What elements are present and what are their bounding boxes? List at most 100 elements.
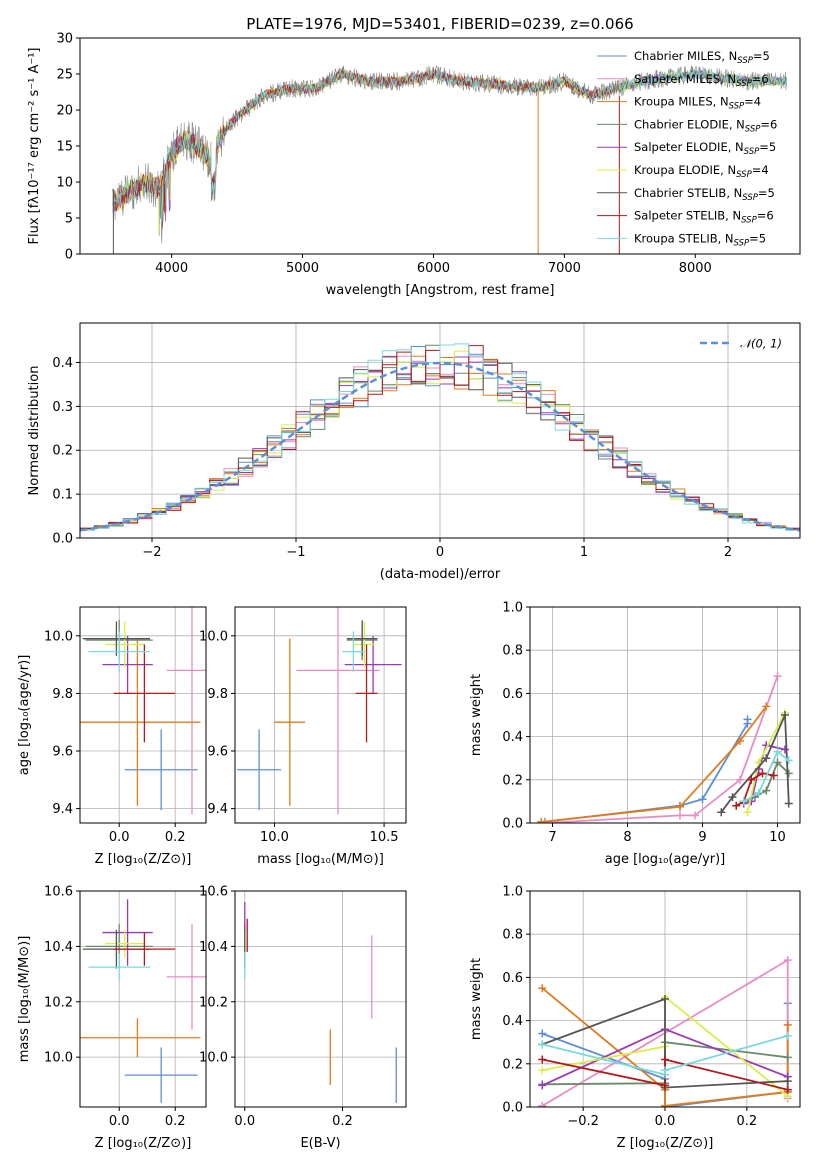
x-tick-label: 0.0 (655, 1114, 676, 1129)
weight-marker (691, 811, 699, 820)
y-tick-label: 10.2 (44, 995, 73, 1010)
x-tick-label: 2 (724, 545, 732, 560)
y-tick-label: 0 (65, 248, 73, 263)
weight-marker (538, 984, 547, 993)
weight-series (717, 711, 793, 817)
y-tick-label: 9.6 (207, 745, 228, 760)
errorbars (80, 899, 206, 1103)
figure-title: PLATE=1976, MJD=53401, FIBERID=0239, z=0… (246, 15, 633, 33)
weight-marker (784, 756, 793, 765)
legend-label: Kroupa ELODIE, NSSP=4 (634, 163, 769, 180)
weight-marker (783, 1031, 792, 1040)
mass-vs-z-panel: 0.0 0.2 10.0 10.2 10.4 10.6 Z [log₁₀(Z/Z⊙)] mas… (17, 885, 207, 1151)
y-tick-label: 0.2 (502, 1057, 523, 1072)
weight-marker (762, 786, 771, 795)
errorbar-point (237, 729, 282, 811)
weight-marker (661, 1066, 669, 1075)
weight-marker (732, 801, 741, 810)
legend-label: Chabrier MILES, NSSP=5 (634, 49, 770, 66)
legend-label: Salpeter MILES, NSSP=6 (634, 72, 769, 89)
weight-marker (754, 788, 763, 797)
weight-marker (728, 793, 737, 802)
weight-series (537, 702, 771, 823)
y-tick-label: 0.4 (502, 1014, 523, 1029)
y-tick-label: 0.4 (502, 730, 523, 745)
y-tick-label: 1.0 (502, 601, 523, 616)
weight-marker (784, 799, 793, 808)
x-axis-label: Z [log₁₀(Z/Z⊙)] (95, 852, 192, 867)
normal-curve (80, 361, 800, 532)
x-axis-label: Z [log₁₀(Z/Z⊙)] (95, 1136, 192, 1151)
y-tick-label: 10.0 (199, 629, 228, 644)
weight-marker (739, 797, 748, 806)
x-tick-label: 6000 (417, 261, 450, 276)
weight-marker (736, 775, 744, 784)
y-tick-label: 0.3 (52, 400, 73, 415)
weight-marker (773, 672, 782, 681)
errorbar-point (355, 644, 378, 743)
weight-series (541, 672, 782, 823)
y-tick-label: 9.4 (52, 802, 73, 817)
x-tick-label: 8000 (679, 261, 712, 276)
y-tick-label: 0.1 (52, 488, 73, 503)
weight-marker (538, 1101, 547, 1107)
histograms (80, 343, 800, 533)
weight-marker (762, 754, 771, 763)
y-tick-label: 25 (56, 68, 73, 83)
errorbar-point (124, 729, 198, 811)
weight-marker (537, 817, 546, 823)
weight-marker (781, 745, 789, 754)
axes-frame (234, 890, 407, 1108)
weight-marker (736, 736, 744, 745)
errorbar-point (124, 1047, 198, 1103)
y-tick-label: 10.4 (199, 940, 228, 955)
weight-series (739, 747, 793, 806)
weight-line (541, 705, 768, 823)
legend-label: Kroupa MILES, NSSP=4 (634, 95, 761, 112)
y-tick-label: 9.4 (207, 802, 228, 817)
y-tick-label: 0.8 (502, 644, 523, 659)
y-tick-label: 0.4 (52, 356, 73, 371)
x-axis-label: mass [log₁₀(M/M⊙)] (257, 852, 384, 867)
y-tick-label: 0.2 (502, 773, 523, 788)
legend-label: 𝒩(0, 1) (740, 337, 782, 351)
age-vs-z-panel: 0.0 0.2 9.4 9.6 9.8 10.0 Z [log₁₀(Z/Z⊙)] age [l… (17, 606, 207, 867)
errorbar-point (346, 621, 378, 656)
weight-marker (743, 808, 752, 817)
x-tick-label: 10 (769, 830, 786, 845)
errorbar-point (80, 1018, 201, 1058)
errorbar-point (166, 924, 206, 1030)
y-tick-label: 10.0 (44, 629, 73, 644)
weight-marker (717, 808, 726, 817)
y-tick-label: 30 (56, 32, 73, 47)
x-tick-label: 0.2 (165, 1114, 186, 1129)
weight-marker (783, 956, 792, 965)
y-tick-label: 10 (56, 176, 73, 191)
x-tick-label: 4000 (155, 261, 188, 276)
weight-marker (538, 1081, 547, 1090)
weight-marker (661, 1055, 669, 1064)
legend-label: Salpeter ELODIE, NSSP=5 (634, 140, 776, 157)
y-tick-label: 9.8 (52, 687, 73, 702)
weight-marker (661, 1101, 669, 1107)
y-tick-label: 9.8 (207, 687, 228, 702)
errorbar-point (82, 621, 150, 656)
axes-frame (234, 606, 407, 824)
y-axis-label: Flux [fλ10⁻¹⁷ erg cm⁻² s⁻¹ A⁻¹] (27, 48, 42, 245)
weight-series (739, 741, 789, 808)
y-tick-label: 1.0 (502, 885, 523, 900)
x-tick-label: 0 (436, 545, 444, 560)
x-tick-label: 0.2 (736, 1114, 757, 1129)
weight-marker (781, 711, 789, 719)
weight-marker (661, 995, 669, 1003)
y-tick-label: 15 (56, 140, 73, 155)
y-tick-label: 0.2 (52, 444, 73, 459)
x-tick-label: −1 (286, 545, 305, 560)
x-axis-label: E(B-V) (300, 1136, 340, 1151)
spectrum-lines (112, 65, 787, 254)
x-tick-label: 0.2 (165, 830, 186, 845)
y-axis-label: age [log₁₀(age/yr)] (17, 655, 32, 776)
histogram-series (80, 343, 800, 533)
x-tick-label: 7000 (548, 261, 581, 276)
